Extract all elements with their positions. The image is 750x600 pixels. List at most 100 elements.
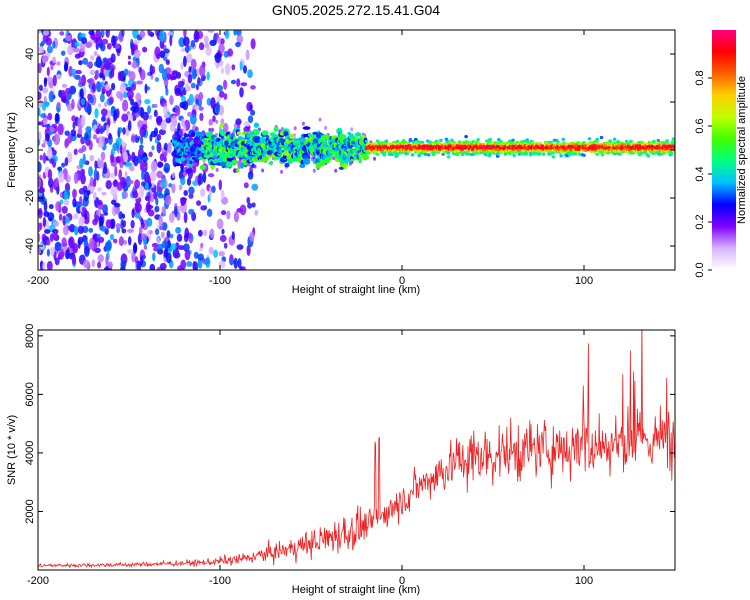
heatmap-cell	[652, 139, 656, 143]
heatmap-cell	[220, 210, 227, 216]
heatmap-cell	[146, 217, 153, 227]
heatmap-cell	[121, 140, 125, 149]
heatmap-cell	[672, 144, 675, 148]
heatmap-cell	[147, 191, 151, 204]
heatmap-cell	[348, 161, 352, 166]
heatmap-cell	[40, 260, 44, 270]
heatmap-cell	[89, 176, 94, 189]
heatmap-cell	[219, 235, 227, 242]
heatmap-cell	[140, 218, 144, 225]
heatmap-cell	[47, 112, 53, 121]
heatmap-cell	[96, 58, 103, 67]
heatmap-cell	[74, 41, 80, 47]
heatmap-cell	[456, 149, 461, 153]
heatmap-cell	[54, 177, 59, 188]
heatmap-cell	[183, 159, 187, 167]
heatmap-cell	[38, 99, 43, 108]
heatmap-cell	[38, 161, 42, 173]
heatmap-cell	[43, 211, 50, 217]
heatmap-cell	[292, 133, 296, 138]
heatmap-cell	[105, 180, 112, 190]
heatmap-cell	[206, 208, 213, 217]
heatmap-cell	[62, 215, 66, 226]
heatmap-cell	[83, 239, 89, 248]
heatmap-cell	[189, 114, 197, 125]
heatmap-cell	[68, 236, 75, 249]
heatmap-cell	[98, 216, 104, 227]
heatmap-cell	[98, 141, 104, 149]
y-tick-label: 40	[24, 48, 36, 60]
heatmap-cell	[38, 131, 42, 141]
heatmap-cell	[93, 178, 97, 188]
heatmap-cell	[95, 127, 101, 135]
heatmap-cell	[49, 233, 54, 242]
heatmap-cell	[38, 62, 42, 74]
heatmap-cell	[559, 154, 563, 158]
x-tick-label: -200	[27, 275, 49, 287]
heatmap-cell	[111, 218, 116, 229]
heatmap-cell	[231, 231, 235, 240]
heatmap-cell	[196, 67, 200, 77]
y-tick-label: 20	[24, 96, 36, 108]
heatmap-cell	[198, 106, 204, 111]
heatmap-cell	[209, 228, 215, 239]
heatmap-cell	[223, 93, 228, 100]
heatmap-cell	[137, 233, 143, 245]
heatmap-cell	[202, 171, 207, 183]
heatmap-cell	[101, 38, 109, 45]
heatmap-cell	[61, 206, 68, 214]
heatmap-cell	[302, 126, 311, 130]
heatmap-cell	[47, 169, 53, 180]
x-tick-label: -100	[209, 575, 231, 587]
heatmap-cell	[157, 193, 165, 199]
heatmap-cell	[114, 166, 118, 177]
heatmap-cell	[121, 30, 125, 37]
heatmap-cell	[217, 36, 221, 44]
heatmap-cell	[127, 228, 134, 233]
heatmap-cell	[147, 209, 155, 217]
heatmap-cell	[226, 156, 234, 162]
heatmap-cell	[159, 50, 166, 59]
heatmap-cell	[171, 70, 179, 75]
heatmap-cell	[165, 87, 169, 96]
heatmap-cell	[47, 76, 53, 82]
heatmap-cell	[162, 106, 168, 116]
heatmap-cell	[178, 184, 183, 191]
heatmap-cell	[200, 188, 206, 197]
heatmap-cell	[268, 161, 273, 165]
heatmap-cell	[91, 259, 96, 268]
heatmap-cell	[174, 131, 179, 137]
heatmap-cell	[52, 74, 57, 87]
heatmap-cell	[78, 148, 84, 154]
x-tick-label: 0	[399, 275, 405, 287]
heatmap-cell	[393, 151, 397, 155]
heatmap-cell	[80, 168, 85, 176]
heatmap-cell	[163, 48, 170, 54]
snr-panel: -200 -100 0 100 2000 4000 6000 8000 Height of …	[6, 324, 676, 596]
heatmap-cell	[134, 201, 140, 208]
heatmap-cell	[88, 237, 95, 250]
heatmap-cell	[42, 152, 47, 164]
heatmap-cell	[587, 137, 592, 141]
heatmap-cells	[38, 30, 675, 270]
x-tick-label: -200	[27, 575, 49, 587]
heatmap-cell	[199, 164, 207, 170]
heatmap-cell	[233, 211, 239, 223]
heatmap-cell	[127, 61, 132, 65]
heatmap-cell	[182, 36, 190, 47]
heatmap-cell	[38, 91, 42, 100]
heatmap-cell	[373, 156, 376, 161]
heatmap-cell	[78, 60, 83, 66]
heatmap-cell	[226, 210, 231, 220]
heatmap-cell	[46, 260, 53, 270]
heatmap-cell	[139, 69, 146, 81]
heatmap-cell	[43, 30, 50, 36]
heatmap-cell	[206, 71, 210, 81]
heatmap-y-axis-label: Frequency (Hz)	[6, 112, 18, 188]
heatmap-cell	[72, 197, 77, 208]
heatmap-cell	[251, 202, 256, 208]
heatmap-cell	[221, 228, 225, 235]
heatmap-cell	[233, 257, 238, 269]
heatmap-cell	[167, 142, 172, 154]
heatmap-cell	[89, 154, 95, 162]
